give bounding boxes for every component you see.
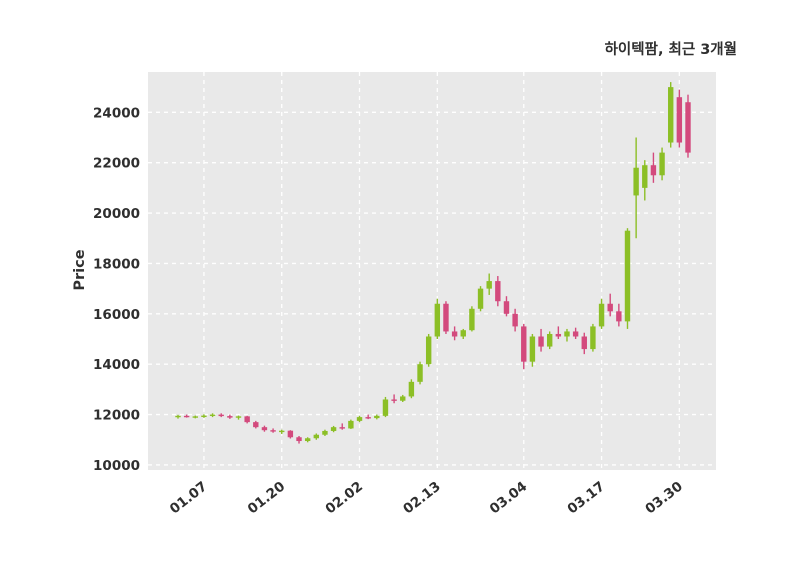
candle-up [477,288,484,309]
candle-down [555,333,562,337]
y-tick-label: 24000 [93,105,140,121]
candle-down [261,427,268,431]
candle-down [495,281,501,302]
candle-up [659,152,665,176]
candle-up [425,336,432,365]
y-tick-label: 18000 [93,256,140,272]
candle-up [304,438,311,442]
candle-up [642,165,648,188]
x-tick-label: 02.02 [322,479,366,518]
candle-up [529,336,536,362]
candle-up [590,326,596,350]
y-tick-label: 14000 [93,357,140,373]
candle-up [564,331,570,337]
y-tick-label: 20000 [93,206,140,222]
candle-down [443,303,449,332]
chart-title: 하이텍팜, 최근 3개월 [604,42,737,58]
candle-up [209,414,216,416]
candle-up [235,416,242,418]
candle-down [685,102,691,153]
y-tick-label: 16000 [93,307,140,323]
candle-up [322,430,328,435]
candle-down [218,414,224,417]
candle-up [668,87,674,143]
y-axis-label: Price [72,249,88,291]
candle-down [365,417,371,419]
candle-down [296,437,302,442]
candle-up [192,416,198,418]
x-tick-label: 03.04 [487,479,531,518]
candle-down [521,326,527,362]
candle-down [650,165,657,176]
candle-down [616,311,622,322]
candle-up [279,430,285,433]
candle-up [175,415,181,418]
x-tick-label: 03.30 [642,479,686,518]
candle-down [339,427,345,429]
candle-up [408,381,415,397]
candle-up [374,415,380,419]
candle-down [227,416,233,418]
candle-up [546,333,553,347]
candle-up [382,399,389,416]
candle-down [512,313,518,327]
candle-up [434,303,441,337]
candle-up [313,434,320,439]
candle-down [183,415,190,418]
x-tick-label: 02.13 [400,479,444,518]
candle-down [244,416,250,423]
y-tick-label: 10000 [93,458,140,474]
candle-up [417,364,423,382]
candle-down [391,399,397,401]
candle-down [572,331,579,337]
candle-down [676,97,683,143]
y-tick-label: 22000 [93,156,140,172]
candle-down [451,331,458,337]
candle-up [598,303,605,327]
candle-up [633,167,639,196]
candle-up [469,308,475,331]
candle-down [503,301,510,314]
x-tick-label: 01.20 [245,479,289,518]
candle-up [400,396,406,401]
candle-down [538,336,544,347]
candle-down [581,336,587,350]
candle-up [330,427,337,431]
candle-down [253,422,259,428]
candle-up [624,230,631,322]
candle-down [287,430,294,438]
candle-up [356,417,363,421]
x-tick-label: 03.17 [565,479,609,518]
x-tick-label: 01.07 [167,479,211,518]
y-tick-label: 12000 [93,408,140,424]
candle-down [607,303,613,312]
candle-up [460,330,466,337]
plot-area [148,72,716,470]
candle-up [486,281,492,289]
candle-up [348,420,354,429]
candle-down [270,430,276,432]
candle-up [201,415,207,417]
